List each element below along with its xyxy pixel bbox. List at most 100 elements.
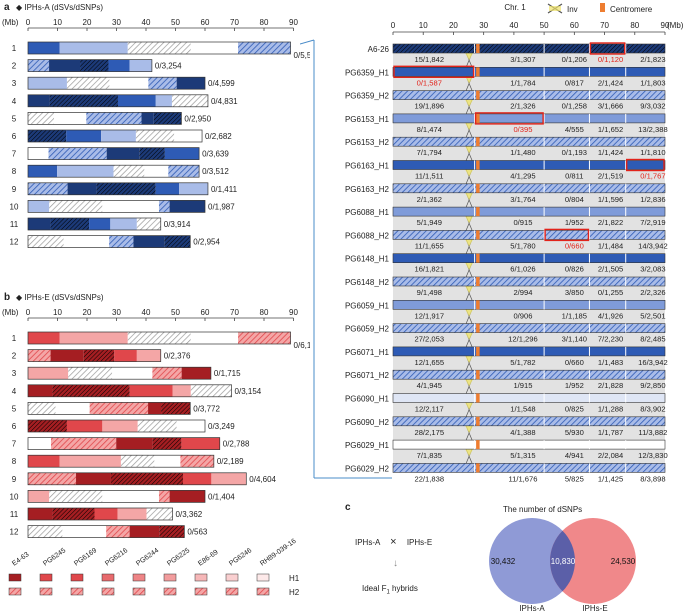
segment-label: 2/1,326: [510, 102, 535, 111]
chromosome-segment: [176, 77, 205, 90]
chromosome-segment: [102, 420, 138, 432]
segment-label: 13/2,388: [638, 125, 668, 134]
chromosome-bar: [27, 419, 206, 433]
synteny-band: [393, 99, 665, 114]
chromosome-outline: [27, 472, 247, 486]
legend-h1-swatch: [70, 573, 84, 582]
synteny-band: [393, 122, 665, 138]
haplotype-bar: [392, 136, 666, 147]
chromosome-label: 0/1,404: [208, 492, 235, 501]
segment-label: 0/395: [513, 125, 532, 134]
chromosome-segment: [112, 367, 153, 380]
hybrid-suffix: hybrids: [389, 584, 418, 593]
chromosome-segment: [28, 130, 67, 142]
panel-a-label: a: [4, 2, 10, 13]
chromosome-segment: [51, 437, 117, 450]
haplotype-name: PG6090_H2: [345, 418, 390, 427]
chromosome-segment: [161, 402, 191, 415]
venn-overlap-value: 10,830: [551, 557, 576, 566]
segment-label: 5/1,315: [510, 451, 535, 460]
centromere: [476, 300, 480, 310]
chromosome-outline: [27, 490, 206, 503]
synteny-band: [393, 53, 665, 68]
highlight-box: [589, 42, 626, 55]
chromosome-number: 7: [12, 440, 17, 449]
segment-label: 16/3,942: [638, 358, 668, 367]
venn-right-value: 24,530: [611, 557, 636, 566]
chromosome-segment: [52, 384, 130, 397]
segment-label: 5/1,949: [417, 218, 442, 227]
chromosome-segment: [135, 130, 175, 142]
chromosome-segment: [110, 218, 137, 230]
haplotype-name: PG6153_H2: [345, 138, 390, 147]
haplotype-bar: [392, 230, 666, 240]
centromere: [476, 253, 480, 263]
chromosome-label: 0/2,950: [184, 114, 211, 123]
chr1-panel: Chr. 1 Inv Centromere 0 10 20 30 40 50 60 70 80 90(M…: [300, 3, 684, 483]
axis-tick-label: 70: [230, 308, 239, 317]
chromosome-segment: [28, 402, 56, 415]
chromosome-bar: [27, 384, 232, 398]
chromosome-segment: [174, 130, 203, 142]
chromosome-segment: [110, 472, 183, 485]
haplotype-bar: [392, 416, 666, 427]
chromosome-number: 9: [12, 185, 17, 194]
inversion-fill: [465, 216, 474, 224]
chromosome-bar: [27, 507, 173, 521]
chromosome-segment: [164, 235, 191, 248]
chromosome-bar: [27, 331, 291, 345]
chromosome-segment: [154, 455, 181, 468]
chromosome-label: 0/2,954: [193, 238, 220, 247]
chromosome-segment: [169, 490, 205, 503]
chr1-axis-tick-label: 40: [509, 21, 518, 30]
panel-b-title: ◆ IPHs-E (dSVs/dSNPs): [16, 293, 104, 302]
chromosome-segment: [28, 42, 60, 54]
segment-label: 0/1,258: [562, 102, 587, 111]
segment-label: 0/1,193: [562, 148, 587, 157]
segment-label: 7/2,919: [640, 218, 665, 227]
haplotype-name: A6-26: [368, 45, 390, 54]
chromosome-segment: [28, 332, 60, 344]
chromosome-segment: [28, 112, 55, 125]
haplotype-bar: [392, 299, 666, 310]
chromosome-segment: [136, 218, 161, 230]
chromosome-number: 2: [12, 352, 17, 361]
segment-label: 15/1,842: [414, 55, 444, 64]
chromosome-segment: [101, 130, 136, 142]
chr1-axis-tick-label: 10: [419, 21, 428, 30]
chromosome-segment: [129, 384, 173, 397]
chromosome-segment: [108, 59, 130, 72]
haplotype-bar: [392, 323, 666, 333]
hybrid-sub: 1: [386, 589, 390, 596]
chromosome-label: 0/3,639: [202, 150, 229, 159]
segment-label: 2/1,424: [598, 78, 623, 87]
segment-label: 4/1,388: [510, 428, 535, 437]
segment-label: 2/1,362: [417, 195, 442, 204]
chromosome-segment: [55, 402, 90, 415]
highlight-box: [393, 65, 475, 79]
hybrid-prefix: Ideal F: [362, 584, 387, 593]
chromosome-segment: [146, 508, 173, 520]
chromosome-segment: [120, 455, 155, 468]
venn-left-label: IPHs-A: [519, 604, 545, 612]
haplotype-name: PG6090_H1: [345, 395, 390, 404]
segment-label: 9/3,032: [640, 102, 665, 111]
segment-label: 2/1,505: [598, 265, 623, 274]
chromosome-label: 0/4,831: [211, 97, 238, 106]
axis-tick-label: 10: [53, 308, 62, 317]
chromosome-outline: [27, 366, 212, 380]
legend-h1-label: H1: [289, 574, 300, 583]
synteny-band: [393, 239, 665, 254]
chromosome-label: 0/4,604: [249, 475, 276, 484]
chromosome-segment: [158, 490, 170, 503]
haplotype-bar: [392, 183, 666, 194]
axis-tick-label: 80: [260, 18, 269, 27]
legend-h2-swatch: [101, 587, 115, 596]
chromosome-segment: [238, 42, 291, 54]
synteny-band: [393, 379, 665, 394]
chromosome-bar: [27, 525, 185, 538]
chromosome-segment: [50, 218, 90, 230]
chr1-axis-tick-label: 20: [449, 21, 458, 30]
segment-label: 2/994: [513, 288, 532, 297]
legend-name: PG6216: [104, 547, 129, 568]
